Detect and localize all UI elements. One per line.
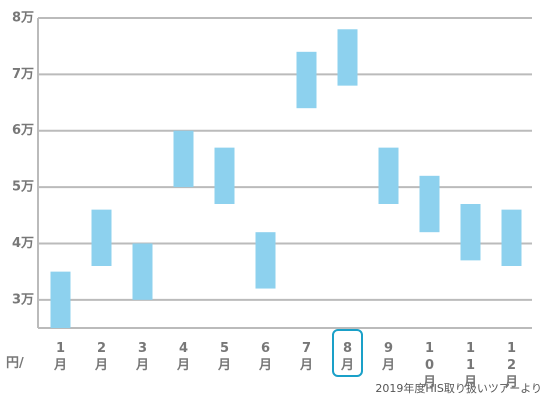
x-tick-label: 8月 (340, 341, 354, 373)
bar (501, 209, 522, 266)
x-tick-label: 12月 (504, 341, 518, 390)
bar (173, 130, 194, 188)
y-tick-label: 6万 (12, 123, 34, 138)
x-tick-label: 4月 (176, 341, 190, 373)
x-tick-label: 9月 (381, 341, 395, 373)
y-tick-label: 8万 (12, 11, 34, 26)
y-tick-label: 4万 (12, 236, 34, 251)
x-tick-label: 5月 (217, 341, 231, 373)
x-tick-label: 3月 (135, 341, 149, 373)
bar (132, 243, 153, 300)
bar (296, 51, 317, 109)
bar (255, 232, 276, 289)
highlight-box (331, 329, 363, 377)
x-tick-label: 7月 (299, 341, 313, 373)
x-tick-label: 1月 (53, 341, 67, 373)
bar (378, 147, 399, 204)
source-note: 2019年度HIS取り扱いツアーより (375, 382, 542, 395)
x-tick-label: 10月 (422, 341, 436, 390)
y-tick-label: 3万 (12, 292, 34, 307)
bar (419, 175, 440, 233)
x-tick-label: 6月 (258, 341, 272, 373)
y-unit-label: 円/ (6, 356, 24, 371)
y-tick-label: 7万 (12, 67, 34, 82)
y-tick-label: 5万 (12, 180, 34, 195)
bar (50, 271, 71, 328)
x-tick-label: 11月 (463, 341, 477, 390)
bar (337, 29, 358, 86)
bar (214, 147, 235, 204)
x-tick-label: 2月 (94, 341, 108, 373)
bar (460, 204, 481, 261)
bar (91, 209, 112, 266)
